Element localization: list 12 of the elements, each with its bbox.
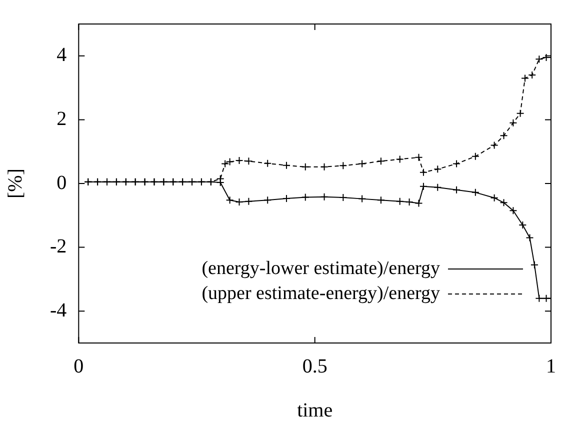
x-tick-label: 0 [74,355,84,378]
y-tick-label: 2 [56,108,67,130]
legend-label: (energy-lower estimate)/energy [202,258,440,279]
x-axis-title: time [297,399,333,422]
x-tick-label: 0.5 [302,355,328,378]
x-tick-label: 1 [546,355,556,378]
y-tick-label: -2 [50,236,67,258]
y-tick-label: -4 [50,299,67,322]
y-tick-label: 0 [56,172,67,194]
legend-label: (upper estimate-energy)/energy [202,282,440,304]
y-tick-label: 4 [56,44,67,66]
y-axis-title: [%] [4,168,26,198]
